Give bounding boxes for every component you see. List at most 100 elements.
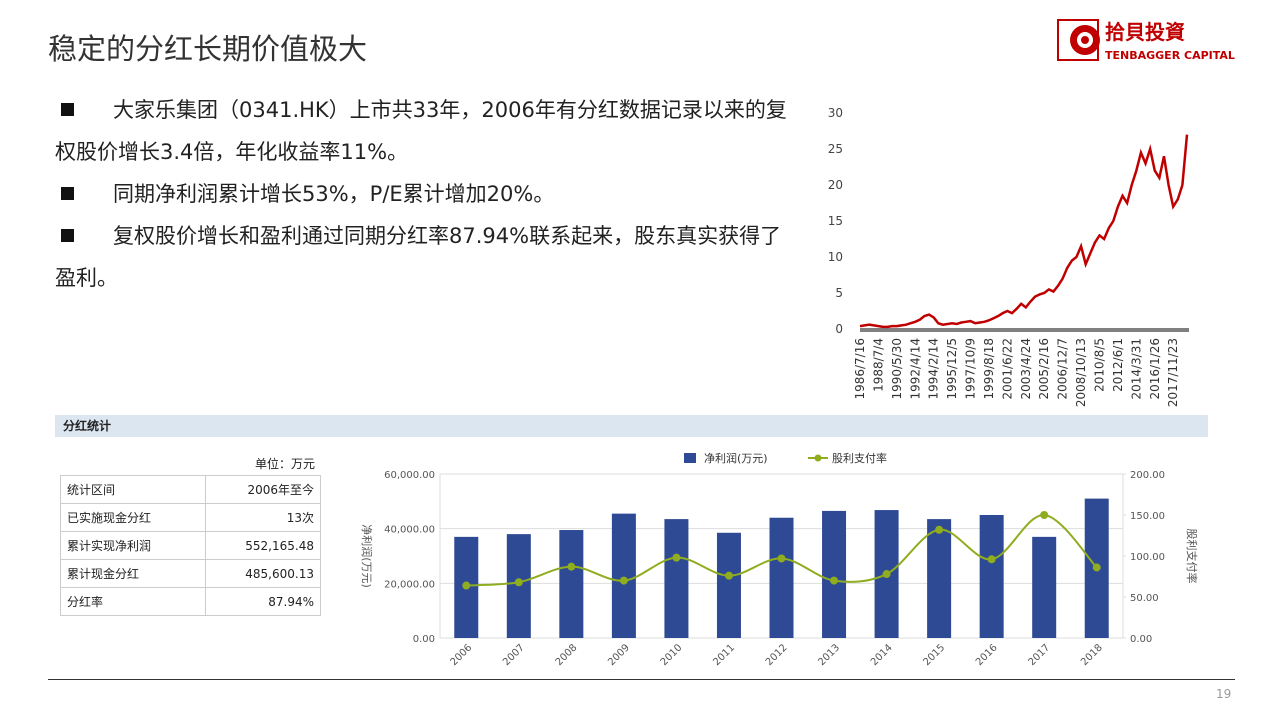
- bullet-text: 同期净利润累计增长53%，P/E累计增加20%。: [113, 182, 555, 206]
- bar: [822, 510, 847, 638]
- x-tick-label: 2017/11/23: [1166, 338, 1180, 407]
- table-cell: 87.94%: [205, 587, 321, 616]
- x-tick-label: 2013: [816, 642, 842, 668]
- y-tick-label: 40,000.00: [384, 525, 435, 536]
- slide-title: 稳定的分红长期价值极大: [48, 32, 368, 66]
- footer-rule: [48, 679, 1235, 680]
- x-tick-label: 1995/12/5: [945, 338, 959, 400]
- stats-table: 统计区间 2006年至今 已实施现金分红 13次 累计实现净利润 552,165.48 累计…: [60, 475, 321, 616]
- payout-point: [567, 562, 576, 571]
- table-cell: 累计实现净利润: [60, 531, 206, 560]
- legend-label: 净利润(万元): [704, 451, 768, 465]
- bullet-text: 大家乐集团（0341.HK）上市共33年，2006年有分红数据记录以来的复权股价…: [55, 98, 787, 164]
- table-cell: 已实施现金分红: [60, 503, 206, 532]
- y-axis-label: 净利润(万元): [360, 524, 374, 588]
- table-row: 累计现金分红 485,600.13: [60, 559, 321, 588]
- x-tick-label: 1992/4/14: [908, 338, 922, 400]
- y-tick-label: 60,000.00: [384, 470, 435, 481]
- bullet-text: 复权股价增长和盈利通过同期分红率87.94%联系起来，股东真实获得了盈利。: [55, 224, 782, 290]
- x-tick-label: 2014/3/31: [1129, 338, 1143, 400]
- x-tick-label: 2010: [659, 642, 685, 668]
- x-tick-label: 2006/12/7: [1056, 338, 1070, 400]
- bullet: 大家乐集团（0341.HK）上市共33年，2006年有分红数据记录以来的复权股价…: [55, 89, 800, 173]
- bar: [1032, 536, 1057, 638]
- x-tick-label: 2008/10/13: [1074, 338, 1088, 407]
- payout-point: [672, 553, 681, 562]
- x-tick-label: 2016/1/26: [1148, 338, 1162, 400]
- y-tick-label: 10: [828, 250, 843, 264]
- x-tick-label: 2008: [554, 642, 580, 668]
- y-tick-label: 30: [828, 106, 843, 120]
- logo-dot: [1081, 36, 1089, 44]
- legend-swatch: [814, 454, 822, 462]
- x-tick-label: 2012/6/1: [1111, 338, 1125, 392]
- y-tick-label: 20,000.00: [384, 579, 435, 590]
- payout-point: [830, 576, 839, 585]
- table-row: 累计实现净利润 552,165.48: [60, 531, 321, 560]
- payout-point: [462, 581, 471, 590]
- y2-axis-label: 股利支付率: [1185, 529, 1199, 584]
- y-tick-label: 25: [828, 142, 843, 156]
- payout-point: [1092, 563, 1101, 572]
- payout-point: [882, 570, 891, 579]
- payout-point: [724, 571, 733, 580]
- x-tick-label: 2018: [1079, 642, 1105, 668]
- section-title: 分红统计: [55, 415, 1208, 437]
- table-row: 统计区间 2006年至今: [60, 475, 321, 504]
- y2-tick-label: 100.00: [1130, 552, 1165, 563]
- x-tick-label: 2017: [1027, 642, 1053, 668]
- x-tick-label: 1997/10/9: [964, 338, 978, 400]
- x-tick-label: 1986/7/16: [853, 338, 867, 400]
- bar: [559, 530, 584, 638]
- legend-swatch: [684, 453, 696, 463]
- table-cell: 552,165.48: [205, 531, 321, 560]
- x-tick-label: 1988/7/4: [871, 338, 885, 392]
- payout-point: [1040, 511, 1049, 519]
- payout-point: [935, 525, 944, 534]
- table-row: 已实施现金分红 13次: [60, 503, 321, 532]
- table-cell: 统计区间: [60, 475, 206, 504]
- x-tick-label: 2005/2/16: [1037, 338, 1051, 400]
- payout-point: [777, 554, 786, 563]
- y2-tick-label: 200.00: [1130, 470, 1165, 481]
- x-tick-label: 1990/5/30: [890, 338, 904, 400]
- bar: [979, 515, 1004, 638]
- bar: [769, 517, 794, 638]
- y-tick-label: 0.00: [413, 634, 435, 645]
- y-tick-label: 20: [828, 178, 843, 192]
- bullet: 复权股价增长和盈利通过同期分红率87.94%联系起来，股东真实获得了盈利。: [55, 215, 800, 299]
- bar: [611, 513, 636, 638]
- table-cell: 累计现金分红: [60, 559, 206, 588]
- y-tick-label: 0: [835, 322, 843, 336]
- x-tick-label: 2009: [606, 642, 632, 668]
- x-tick-label: 2007: [501, 642, 527, 668]
- bar: [664, 519, 689, 638]
- x-tick-label: 2003/4/24: [1019, 338, 1033, 400]
- x-tick-label: 2012: [764, 642, 790, 668]
- x-tick-label: 2006: [449, 642, 475, 668]
- table-cell: 13次: [205, 503, 321, 532]
- y2-tick-label: 150.00: [1130, 511, 1165, 522]
- bar: [716, 532, 741, 638]
- bullet: 同期净利润累计增长53%，P/E累计增加20%。: [55, 173, 800, 215]
- x-tick-label: 2010/8/5: [1092, 338, 1106, 392]
- payout-point: [987, 555, 996, 564]
- page-number: 19: [1216, 687, 1232, 701]
- x-tick-label: 2016: [974, 642, 1000, 668]
- logo: 拾貝投資 TENBAGGER CAPITAL: [1057, 19, 1235, 62]
- x-axis: [860, 328, 1189, 332]
- logo-name: 拾貝投資: [1105, 20, 1185, 44]
- x-tick-label: 2001/6/22: [1000, 338, 1014, 400]
- legend-label: 股利支付率: [832, 451, 887, 465]
- x-tick-label: 2011: [711, 642, 737, 668]
- x-tick-label: 2014: [869, 642, 895, 668]
- price-line: [859, 134, 1189, 329]
- logo-sub: TENBAGGER CAPITAL: [1105, 49, 1235, 62]
- x-tick-label: 1994/2/14: [927, 338, 941, 400]
- table-unit: 单位：万元: [254, 457, 315, 471]
- y2-tick-label: 50.00: [1130, 593, 1159, 604]
- payout-point: [619, 576, 628, 585]
- payout-point: [514, 578, 523, 587]
